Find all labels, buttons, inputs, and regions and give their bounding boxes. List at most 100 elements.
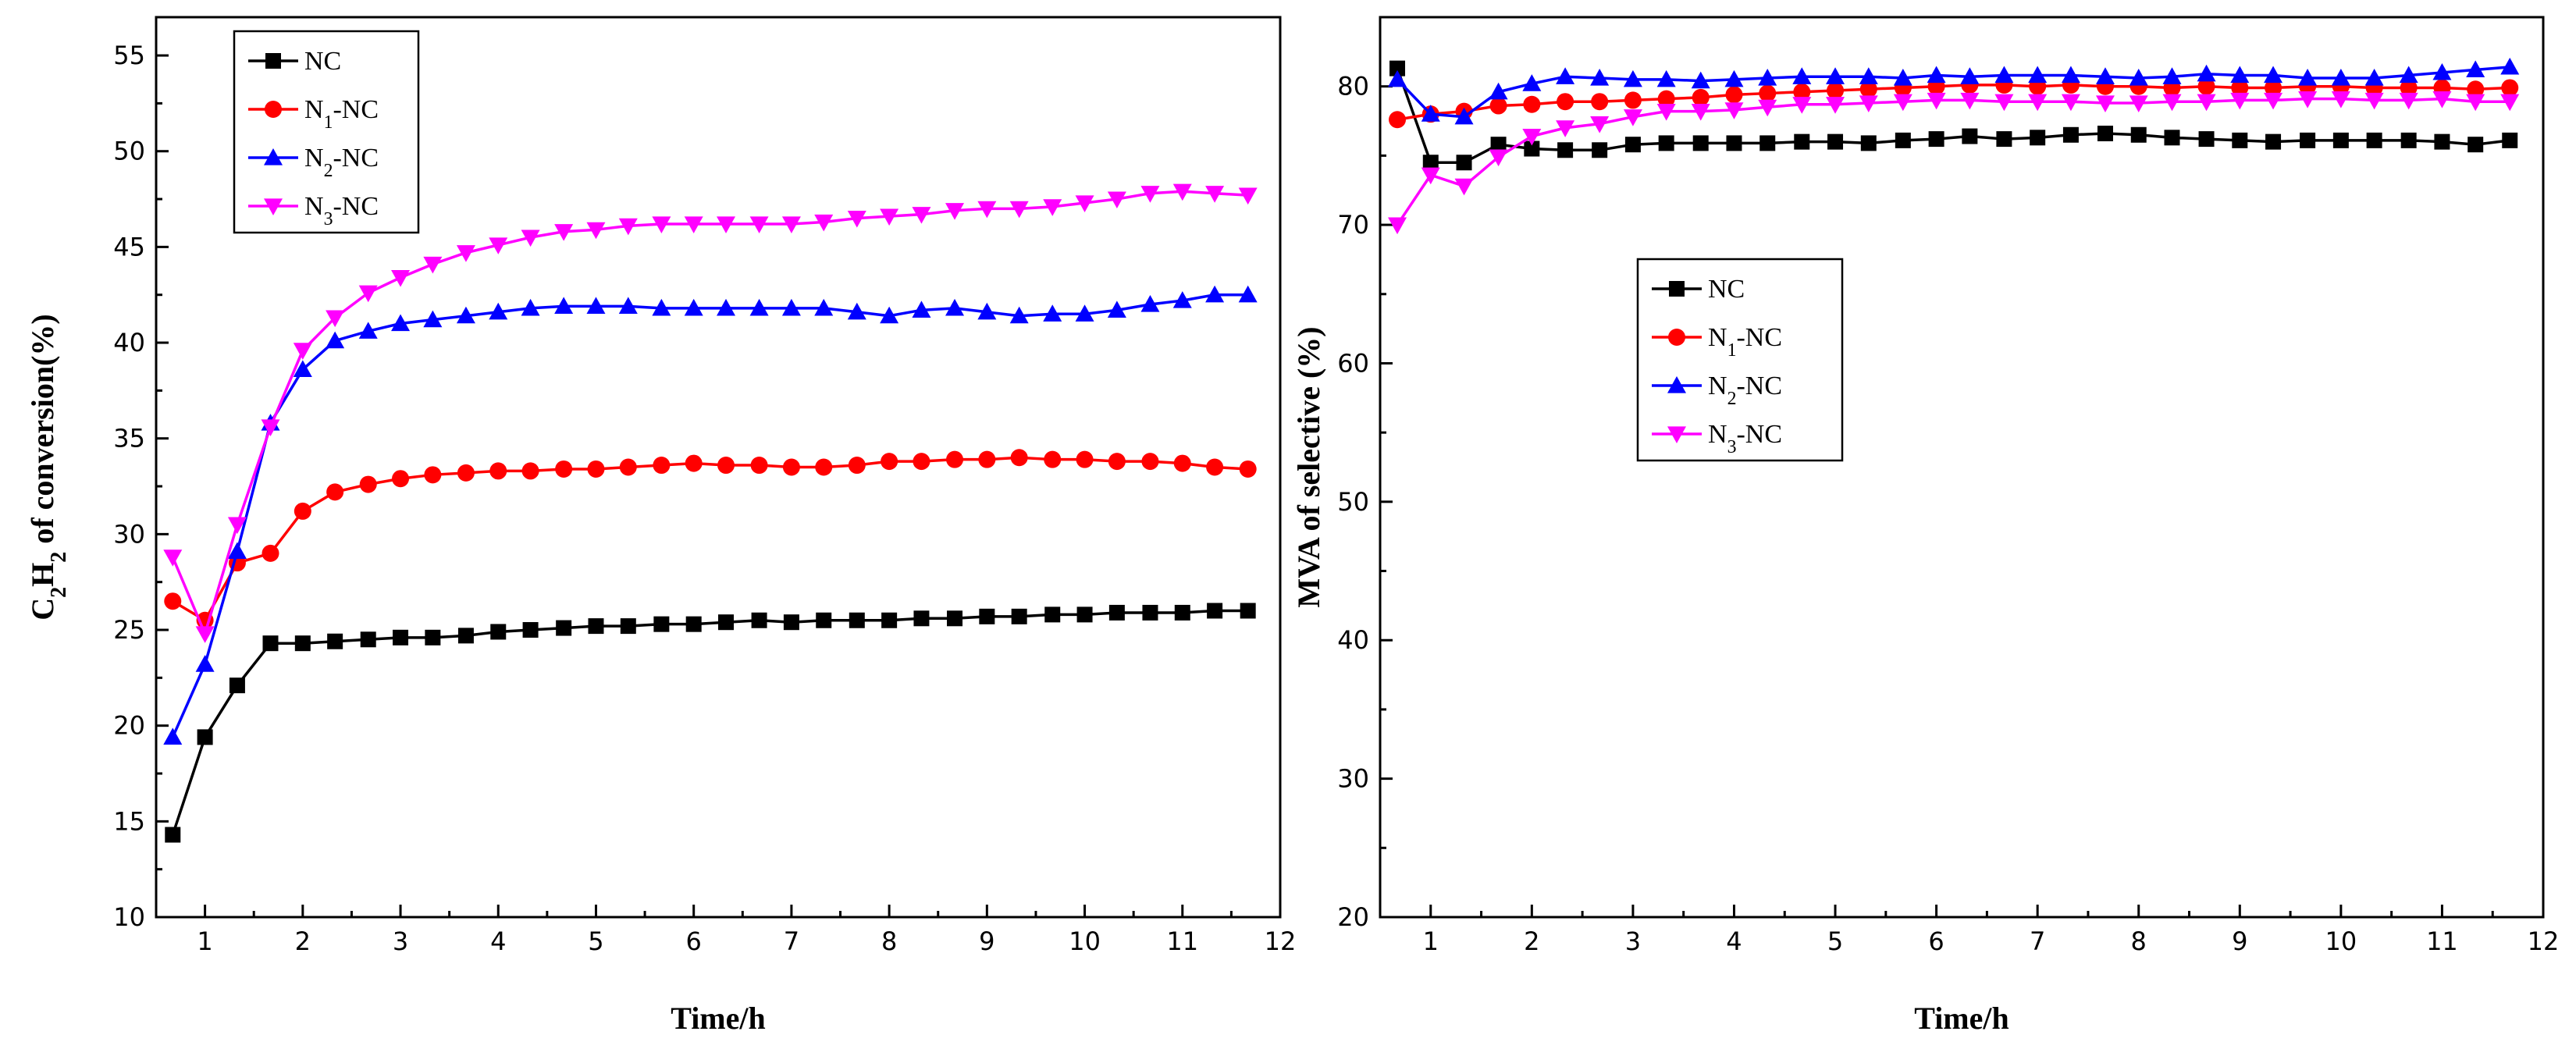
data-point [847,302,866,320]
data-point [358,322,378,339]
data-point [1421,167,1440,185]
data-point [1456,155,1472,171]
data-point [685,616,702,632]
data-point [1591,93,1609,111]
data-point [2265,133,2282,150]
data-point [2502,132,2518,148]
data-point [554,224,574,241]
legend-marker [1668,329,1685,346]
series-line [172,456,1248,623]
data-point [1724,69,1744,87]
data-point [652,298,671,316]
data-point [1556,120,1575,137]
data-point [1489,82,1508,100]
data-point [2399,66,2418,84]
data-point [847,210,866,228]
data-point [1076,450,1094,468]
data-point [2162,94,2182,112]
data-point [393,629,409,645]
series-line [1397,84,2510,121]
data-point [521,462,539,480]
data-point [814,298,834,316]
data-point [1206,458,1224,476]
data-point [1523,95,1541,113]
conversion-chart: 1 2 3 4 5 6 7 8 9 10 11 1210152025303540455055Time/… [25,16,1296,1036]
data-point [2197,64,2216,82]
data-point [588,618,604,635]
data-point [2400,79,2418,97]
data-point [1389,60,1406,76]
data-point [881,612,898,628]
data-point [163,549,183,567]
legend-label: N3-NC [304,192,379,229]
legend-label: N2-NC [1708,372,1782,409]
y-tick-label: 30 [113,519,145,549]
x-tick-label: 3 [1625,926,1641,956]
data-point [2400,132,2417,148]
legend-marker [264,198,283,215]
data-point [391,314,411,332]
data-point [718,614,735,631]
data-point [1794,133,1810,150]
data-point [717,457,735,475]
data-point [2364,69,2384,86]
data-point [781,298,801,316]
data-point [945,298,965,316]
data-point [1624,137,1641,153]
legend-marker [1667,426,1686,443]
data-point [749,298,769,316]
data-point [2500,94,2520,112]
data-point [1421,105,1440,122]
data-point [1489,97,1507,115]
data-point [1009,306,1029,324]
data-point [1522,128,1542,146]
data-point [1142,604,1158,621]
series-line [171,190,1248,638]
legend: NC N1-NC N2-NC N3-NC [233,30,420,234]
data-point [1489,149,1508,167]
data-point [1826,67,1845,84]
series-n2-nc [163,285,1258,745]
data-point [1174,604,1190,621]
data-point [783,614,799,631]
data-point [2097,126,2113,142]
data-point [1108,453,1126,471]
data-point [912,207,931,224]
data-point [2062,126,2079,143]
data-point [489,462,507,480]
data-point [849,612,865,628]
data-point [2264,92,2283,110]
data-point [229,677,245,694]
data-point [1691,71,1710,89]
data-point [1592,142,1608,158]
data-point [1893,94,1912,112]
data-point [1793,83,1811,101]
data-point [2230,92,2250,110]
x-tick-label: 11 [1166,926,1198,956]
data-point [2061,66,2080,84]
data-point [814,214,834,232]
data-point [2432,62,2452,80]
legend-label: N3-NC [1708,420,1782,457]
data-point [946,450,964,468]
data-point [881,453,898,471]
data-point [684,298,703,316]
data-point [1792,97,1812,114]
data-point [1895,132,1911,148]
data-point [423,310,443,328]
data-point [2198,131,2215,148]
data-point [457,464,475,482]
data-point [1238,285,1258,303]
series-line [1396,66,2510,119]
y-tick-label: 35 [113,424,145,453]
y-tick-label: 80 [1337,72,1369,101]
series-n1-nc [1389,76,2519,129]
x-tick-label: 5 [1827,926,1843,956]
data-point [262,544,279,562]
x-tick-label: 7 [784,926,799,956]
y-tick-label: 50 [1337,487,1369,517]
data-point [945,203,965,220]
data-point [1107,191,1126,209]
series-line [171,293,1248,738]
data-point [1759,84,1777,102]
